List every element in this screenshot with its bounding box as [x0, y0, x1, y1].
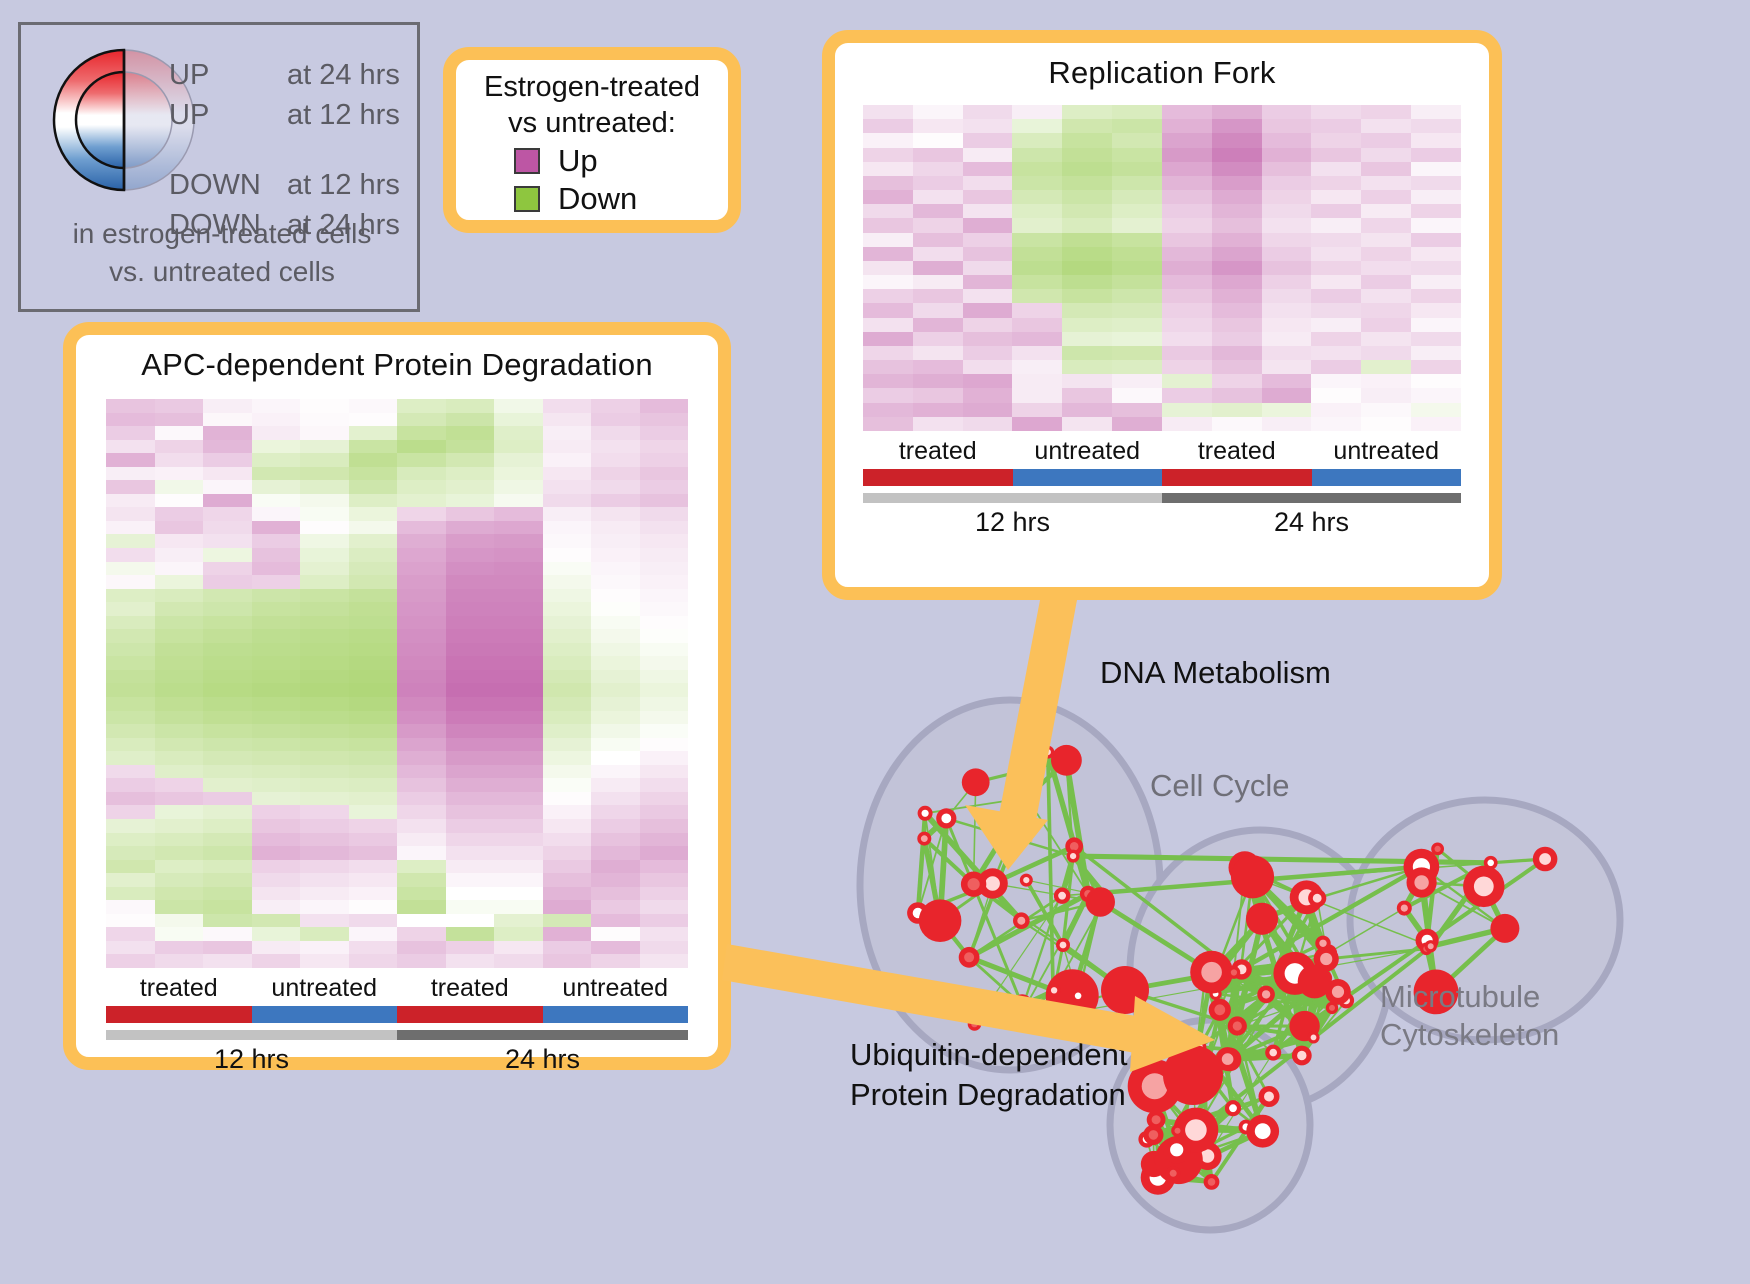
arrow-replication-fork [965, 600, 1077, 870]
arrow-apc [722, 944, 1215, 1072]
